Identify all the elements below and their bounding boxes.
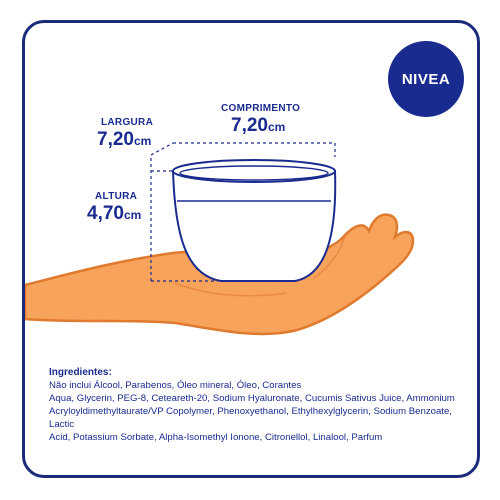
comprimento-unit: cm: [267, 120, 286, 134]
altura-number: 4,70: [87, 203, 124, 224]
ingredients-line: Aqua, Glycerin, PEG-8, Ceteareth-20, Sod…: [49, 393, 455, 404]
cream-jar: [171, 159, 337, 282]
altura-unit: cm: [123, 208, 142, 222]
ingredients-line: Acid, Potassium Sorbate, Alpha-Isomethyl…: [49, 432, 383, 443]
ingredients-title: Ingredientes:: [49, 367, 112, 378]
ingredients-line: Acryloyldimethyltaurate/VP Copolymer, Ph…: [49, 406, 452, 430]
product-illustration: [25, 142, 415, 336]
largura-value: 7,20cm: [97, 129, 151, 151]
largura-unit: cm: [133, 134, 152, 148]
comprimento-number: 7,20: [231, 115, 268, 136]
product-card: NIVEA LARGURA 7,20cm COMPRIMENTO 7,20cm …: [22, 20, 480, 478]
dimension-guides: [150, 142, 336, 282]
comprimento-label: COMPRIMENTO: [221, 103, 301, 114]
largura-label: LARGURA: [101, 117, 154, 128]
logo-text: NIVEA: [401, 70, 451, 88]
ingredients-block: Ingredientes: Não inclui Álcool, Paraben…: [49, 366, 459, 444]
altura-label: ALTURA: [95, 191, 138, 202]
largura-number: 7,20: [97, 129, 134, 150]
comprimento-value: 7,20cm: [231, 115, 285, 137]
ingredients-line: Não inclui Álcool, Parabenos, Óleo miner…: [49, 380, 302, 391]
altura-value: 4,70cm: [87, 203, 141, 225]
nivea-logo: NIVEA: [388, 41, 464, 117]
